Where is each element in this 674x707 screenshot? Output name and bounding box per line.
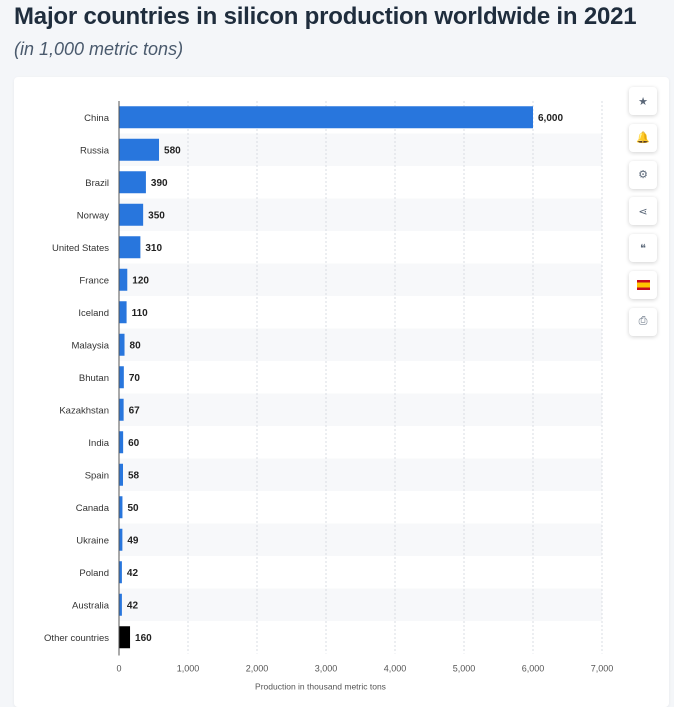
x-tick-label: 2,000 [246, 664, 269, 674]
x-tick-label: 0 [116, 664, 121, 674]
chart-card: China 6,000 Russia 580 Brazil 390 Norway 350 Uni… [14, 77, 669, 707]
data-label: 110 [132, 308, 149, 319]
x-tick-label: 3,000 [315, 664, 338, 674]
data-label: 67 [129, 406, 141, 417]
data-label: 60 [128, 438, 140, 449]
notification-button[interactable]: 🔔 [629, 123, 657, 152]
category-label: Ukraine [76, 535, 109, 546]
row-stripe [119, 458, 602, 491]
printer-icon: ⎙ [638, 315, 648, 328]
category-label: Russia [80, 145, 110, 156]
data-label: 580 [164, 146, 181, 157]
x-tick-label: 5,000 [453, 664, 476, 674]
bar[interactable] [119, 301, 127, 324]
bar[interactable] [119, 463, 124, 486]
cite-button[interactable]: ❝ [629, 234, 657, 263]
category-label: Malaysia [72, 340, 110, 351]
row-stripe [119, 328, 602, 361]
bar[interactable] [119, 528, 123, 551]
category-label: Bhutan [79, 373, 109, 384]
data-label: 50 [127, 503, 139, 514]
category-label: Iceland [78, 308, 109, 319]
bar[interactable] [119, 333, 125, 356]
share-button[interactable]: ⋖ [629, 197, 657, 226]
bar[interactable] [119, 171, 146, 194]
category-label: China [84, 113, 110, 124]
bar[interactable] [119, 626, 131, 649]
x-tick-label: 1,000 [177, 664, 200, 674]
data-label: 49 [127, 536, 139, 547]
bar[interactable] [119, 431, 124, 454]
data-label: 42 [127, 601, 139, 612]
data-label: 80 [130, 341, 142, 352]
row-stripe [119, 393, 602, 426]
x-tick-label: 4,000 [384, 664, 407, 674]
category-label: Spain [85, 470, 109, 481]
category-label: Brazil [85, 178, 109, 189]
bar[interactable] [119, 203, 144, 226]
data-label: 58 [128, 471, 140, 482]
bar[interactable] [119, 268, 128, 291]
data-label: 390 [151, 178, 168, 189]
gear-icon: ⚙ [638, 169, 648, 182]
bar[interactable] [119, 138, 160, 161]
bar[interactable] [119, 496, 123, 519]
bar[interactable] [119, 561, 122, 584]
page-subtitle: (in 1,000 metric tons) [14, 39, 184, 59]
bar[interactable] [119, 106, 533, 129]
data-label: 42 [127, 568, 139, 579]
category-label: Canada [76, 503, 110, 514]
category-label: Norway [77, 210, 109, 221]
language-button[interactable] [629, 270, 657, 299]
bar[interactable] [119, 366, 124, 389]
data-label: 6,000 [538, 113, 563, 124]
data-label: 310 [145, 243, 162, 254]
row-stripe [119, 263, 602, 296]
print-button[interactable]: ⎙ [629, 307, 657, 336]
data-label: 70 [129, 373, 141, 384]
x-axis-title: Production in thousand metric tons [255, 682, 386, 692]
bar[interactable] [119, 236, 141, 259]
bar[interactable] [119, 593, 122, 616]
bell-icon: 🔔 [636, 132, 650, 145]
chart-toolbar: ★ 🔔 ⚙ ⋖ ❝ ⎙ [629, 87, 657, 345]
category-label: Other countries [44, 633, 109, 644]
x-tick-label: 6,000 [522, 664, 545, 674]
x-tick-label: 7,000 [591, 664, 614, 674]
data-label: 120 [132, 276, 149, 287]
row-stripe [119, 133, 602, 166]
category-label: Kazakhstan [59, 405, 109, 416]
data-label: 160 [135, 633, 152, 644]
data-label: 350 [148, 211, 165, 222]
category-label: Australia [72, 600, 110, 611]
spain-flag-icon [636, 279, 650, 290]
row-stripe [119, 588, 602, 621]
page-title: Major countries in silicon production wo… [14, 3, 637, 30]
category-label: France [79, 275, 109, 286]
star-icon: ★ [638, 95, 648, 108]
category-label: India [88, 438, 109, 449]
category-label: United States [52, 243, 109, 254]
category-label: Poland [79, 568, 109, 579]
settings-button[interactable]: ⚙ [629, 160, 657, 189]
star-button[interactable]: ★ [629, 87, 657, 115]
share-icon: ⋖ [638, 205, 648, 218]
bar[interactable] [119, 398, 124, 421]
row-stripe [119, 523, 602, 556]
row-stripe [119, 198, 602, 231]
quote-icon: ❝ [640, 242, 646, 255]
